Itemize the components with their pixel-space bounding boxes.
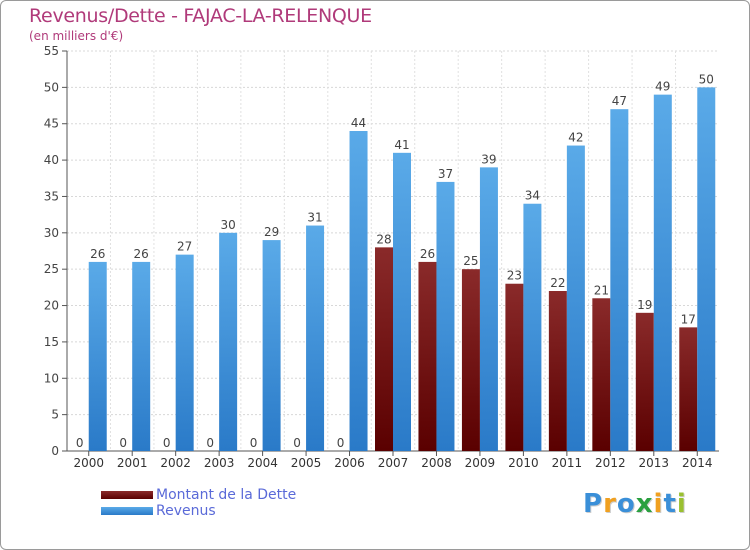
bar-debt-2014	[679, 327, 698, 451]
label-debt-2011: 22	[550, 276, 565, 290]
label-revenue-2003: 30	[220, 218, 235, 232]
bar-revenue-2006	[349, 131, 368, 451]
xtick-label-2007: 2007	[378, 456, 409, 470]
xtick-label-2014: 2014	[682, 456, 713, 470]
bar-debt-2011	[548, 291, 567, 451]
ytick-label-50: 50	[44, 80, 59, 94]
label-revenue-2006: 44	[351, 116, 366, 130]
label-debt-2001: 0	[119, 436, 127, 450]
ytick-label-5: 5	[51, 408, 59, 422]
logo-letter: i	[653, 489, 664, 519]
xtick-label-2003: 2003	[204, 456, 235, 470]
label-revenue-2011: 42	[568, 131, 583, 145]
bar-revenue-2002	[175, 254, 194, 451]
label-debt-2004: 0	[250, 436, 258, 450]
bar-revenue-2003	[219, 232, 238, 451]
label-revenue-2007: 41	[394, 138, 409, 152]
label-revenue-2009: 39	[481, 152, 496, 166]
xtick-label-2012: 2012	[595, 456, 626, 470]
legend-swatch-revenue	[101, 507, 153, 515]
bar-revenue-2012	[610, 109, 629, 451]
chart-title: Revenus/Dette - FAJAC-LA-RELENQUE	[29, 5, 372, 27]
ytick-label-10: 10	[44, 371, 59, 385]
bar-revenue-2001	[132, 261, 151, 451]
bar-debt-2010	[505, 283, 524, 451]
logo-letter: P	[583, 489, 604, 519]
xtick-label-2010: 2010	[508, 456, 539, 470]
bar-debt-2009	[461, 269, 480, 451]
xtick-label-2013: 2013	[639, 456, 670, 470]
label-revenue-2014: 50	[699, 72, 714, 86]
ytick-label-30: 30	[44, 226, 59, 240]
ytick-label-0: 0	[51, 444, 59, 458]
xtick-label-2011: 2011	[552, 456, 583, 470]
logo-letter: i	[676, 489, 687, 519]
ytick-label-20: 20	[44, 299, 59, 313]
bar-revenue-2008	[436, 181, 455, 451]
label-debt-2007: 28	[376, 232, 391, 246]
bars	[88, 87, 716, 452]
label-debt-2000: 0	[76, 436, 84, 450]
legend-swatch-debt	[101, 491, 153, 499]
label-revenue-2004: 29	[264, 225, 279, 239]
label-debt-2006: 0	[337, 436, 345, 450]
bar-revenue-2011	[566, 145, 585, 451]
label-revenue-2008: 37	[438, 167, 453, 181]
ytick-label-40: 40	[44, 153, 59, 167]
xtick-label-2009: 2009	[465, 456, 496, 470]
bar-revenue-2009	[479, 167, 498, 451]
label-debt-2010: 23	[507, 269, 522, 283]
legend-label-revenue: Revenus	[156, 503, 216, 519]
logo-letter: o	[616, 489, 636, 519]
proxiti-logo: Proxiti	[583, 489, 687, 519]
bar-debt-2007	[375, 247, 393, 451]
xtick-label-2004: 2004	[247, 456, 278, 470]
xtick-label-2006: 2006	[334, 456, 365, 470]
bar-revenue-2014	[697, 87, 716, 451]
xtick-label-2001: 2001	[117, 456, 148, 470]
bar-revenue-2010	[523, 203, 542, 451]
label-debt-2009: 25	[463, 254, 478, 268]
bar-revenue-2013	[653, 94, 672, 452]
legend-label-debt: Montant de la Dette	[156, 487, 297, 503]
chart-subtitle: (en milliers d'€)	[29, 29, 124, 43]
ytick-label-35: 35	[44, 189, 59, 203]
label-revenue-2010: 34	[525, 189, 540, 203]
ytick-label-55: 55	[44, 44, 59, 58]
bar-debt-2008	[418, 261, 437, 451]
label-debt-2012: 21	[594, 283, 609, 297]
ytick-label-15: 15	[44, 335, 59, 349]
bar-revenue-2005	[306, 225, 325, 451]
label-debt-2008: 26	[420, 247, 435, 261]
label-revenue-2002: 27	[177, 240, 192, 254]
xtick-label-2005: 2005	[291, 456, 322, 470]
bar-revenue-2000	[88, 261, 107, 451]
data-labels: 0 26 0 26 0 27 0 30 0 29 0 31 0 44 28 41 26 37 25 39 23 34 22 4…	[76, 72, 714, 450]
label-revenue-2012: 47	[612, 94, 627, 108]
ytick-label-25: 25	[44, 262, 59, 276]
label-revenue-2001: 26	[134, 247, 149, 261]
label-debt-2002: 0	[163, 436, 171, 450]
xtick-label-2002: 2002	[160, 456, 191, 470]
label-debt-2013: 19	[637, 298, 652, 312]
label-debt-2005: 0	[293, 436, 301, 450]
logo-letter: r	[603, 489, 617, 519]
label-revenue-2000: 26	[90, 247, 105, 261]
logo-letter: x	[635, 489, 654, 519]
label-debt-2003: 0	[206, 436, 214, 450]
xtick-label-2000: 2000	[73, 456, 104, 470]
label-revenue-2005: 31	[307, 211, 322, 225]
label-debt-2014: 17	[681, 312, 696, 326]
bar-debt-2013	[635, 312, 654, 451]
ytick-label-45: 45	[44, 117, 59, 131]
label-revenue-2013: 49	[655, 80, 670, 94]
logo-letter: t	[663, 489, 677, 519]
xtick-label-2008: 2008	[421, 456, 452, 470]
bar-revenue-2007	[393, 152, 411, 451]
bar-revenue-2004	[262, 240, 281, 451]
bar-debt-2012	[592, 298, 611, 451]
